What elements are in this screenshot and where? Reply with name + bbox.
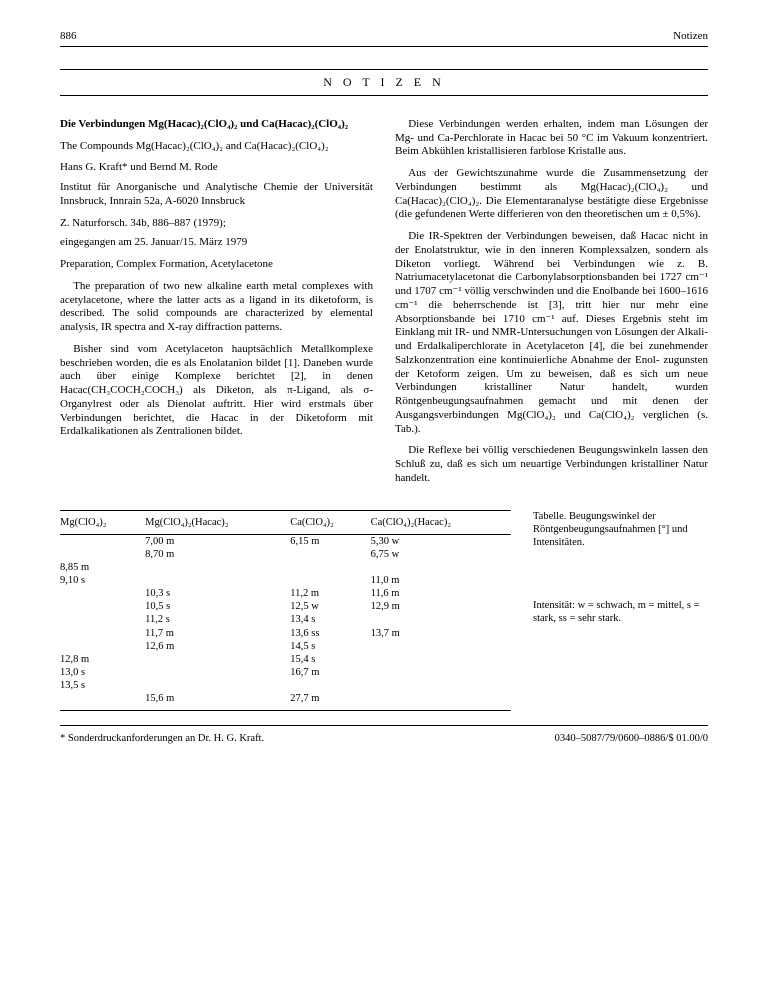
table-cell [290,548,370,561]
table-row: 10,5 s12,5 w12,9 m [60,600,511,613]
table-note: Intensität: w = schwach, m = mittel, s =… [533,599,708,625]
table-cell: 10,3 s [145,587,290,600]
table-row: 12,8 m 15,4 s [60,653,511,666]
table-cell: 10,5 s [145,600,290,613]
right-column: Diese Verbindungen werden erhalten, inde… [395,118,708,494]
table-row: 13,0 s 16,7 m [60,666,511,679]
table-cell [145,679,290,692]
table-region: Mg(ClO₄)₂Mg(ClO₄)₂(Hacac)₂Ca(ClO₄)₂Ca(Cl… [60,510,708,712]
table-row: 7,00 m6,15 m5,30 w [60,534,511,548]
table-cell [60,587,145,600]
page-footer: * Sonderdruckanforderungen an Dr. H. G. … [60,725,708,745]
table-cell [145,666,290,679]
table-cell: 6,15 m [290,534,370,548]
received-date: eingegangen am 25. Januar/15. März 1979 [60,236,373,250]
body-para: Die Reflexe bei völlig verschiedenen Beu… [395,444,708,485]
table-row: 11,7 m13,6 ss13,7 m [60,627,511,640]
table-cell: 7,00 m [145,534,290,548]
section-title: N O T I Z E N [60,69,708,96]
page-number: 886 [60,30,77,44]
table-cell [290,574,370,587]
table-row: 13,5 s [60,679,511,692]
two-column-body: Die Verbindungen Mg(Hacac)₂(ClO₄)₂ und C… [60,118,708,494]
table-cell [60,548,145,561]
article-title: Die Verbindungen Mg(Hacac)₂(ClO₄)₂ und C… [60,118,373,132]
table-cell [290,679,370,692]
table-cell: 6,75 w [371,548,511,561]
table-cell [60,692,145,710]
table-cell [371,561,511,574]
table-row: 8,70 m 6,75 w [60,548,511,561]
body-para: Aus der Gewichtszunahme wurde die Zusamm… [395,167,708,222]
table-cell: 11,0 m [371,574,511,587]
table-cell: 13,5 s [60,679,145,692]
table-cell [60,534,145,548]
table-cell: 15,6 m [145,692,290,710]
table-cell: 13,6 ss [290,627,370,640]
table-cell [145,561,290,574]
abstract: The preparation of two new alkaline eart… [60,280,373,335]
table-cell: 16,7 m [290,666,370,679]
table-cell: 5,30 w [371,534,511,548]
table-cell [371,679,511,692]
table-cell: 15,4 s [290,653,370,666]
table-cell: 13,4 s [290,613,370,626]
table-caption: Tabelle. Beugungswinkel der Röntgenbeugu… [533,510,708,549]
table-cell [371,692,511,710]
table-row: 9,10 s 11,0 m [60,574,511,587]
table-cell: 12,8 m [60,653,145,666]
table-cell: 11,7 m [145,627,290,640]
table-row: 8,85 m [60,561,511,574]
table-cell: 14,5 s [290,640,370,653]
table-cell: 11,2 s [145,613,290,626]
body-para: Die IR-Spektren der Verbindungen beweise… [395,230,708,436]
data-table-wrapper: Mg(ClO₄)₂Mg(ClO₄)₂(Hacac)₂Ca(ClO₄)₂Ca(Cl… [60,510,511,712]
table-cell [371,653,511,666]
table-cell [60,613,145,626]
table-cell [145,574,290,587]
table-header-cell: Ca(ClO₄)₂(Hacac)₂ [371,510,511,534]
left-column: Die Verbindungen Mg(Hacac)₂(ClO₄)₂ und C… [60,118,373,494]
table-cell: 11,2 m [290,587,370,600]
article-subtitle: The Compounds Mg(Hacac)₂(ClO₄)₂ and Ca(H… [60,140,373,154]
authors: Hans G. Kraft* und Bernd M. Rode [60,161,373,175]
table-header-cell: Mg(ClO₄)₂(Hacac)₂ [145,510,290,534]
table-row: 10,3 s11,2 m11,6 m [60,587,511,600]
table-cell: 9,10 s [60,574,145,587]
journal-ref: Z. Naturforsch. 34b, 886–887 (1979); [60,217,373,231]
body-para: Diese Verbindungen werden erhalten, inde… [395,118,708,159]
table-cell: 13,0 s [60,666,145,679]
table-cell: 12,5 w [290,600,370,613]
table-row: 15,6 m27,7 m [60,692,511,710]
keywords: Preparation, Complex Formation, Acetylac… [60,258,373,272]
table-cell [60,640,145,653]
table-cell [60,600,145,613]
issn-line: 0340–5087/79/0600–0886/$ 01.00/0 [555,732,708,745]
table-cell: 13,7 m [371,627,511,640]
page-header: 886 Notizen [60,30,708,47]
table-cell [371,613,511,626]
table-cell: 8,85 m [60,561,145,574]
footnote-reprint: * Sonderdruckanforderungen an Dr. H. G. … [60,732,264,745]
table-caption-block: Tabelle. Beugungswinkel der Röntgenbeugu… [533,510,708,626]
running-head: Notizen [673,30,708,44]
table-cell [60,627,145,640]
table-cell: 11,6 m [371,587,511,600]
table-cell [290,561,370,574]
table-header-cell: Ca(ClO₄)₂ [290,510,370,534]
table-header-cell: Mg(ClO₄)₂ [60,510,145,534]
affiliation: Institut für Anorganische und Analytisch… [60,181,373,209]
table-row: 12,6 m14,5 s [60,640,511,653]
body-para: Bisher sind vom Acetylaceton hauptsächli… [60,343,373,439]
table-cell [145,653,290,666]
table-cell: 27,7 m [290,692,370,710]
table-cell: 12,9 m [371,600,511,613]
table-row: 11,2 s13,4 s [60,613,511,626]
diffraction-table: Mg(ClO₄)₂Mg(ClO₄)₂(Hacac)₂Ca(ClO₄)₂Ca(Cl… [60,510,511,711]
table-cell: 8,70 m [145,548,290,561]
table-cell: 12,6 m [145,640,290,653]
table-cell [371,666,511,679]
table-cell [371,640,511,653]
